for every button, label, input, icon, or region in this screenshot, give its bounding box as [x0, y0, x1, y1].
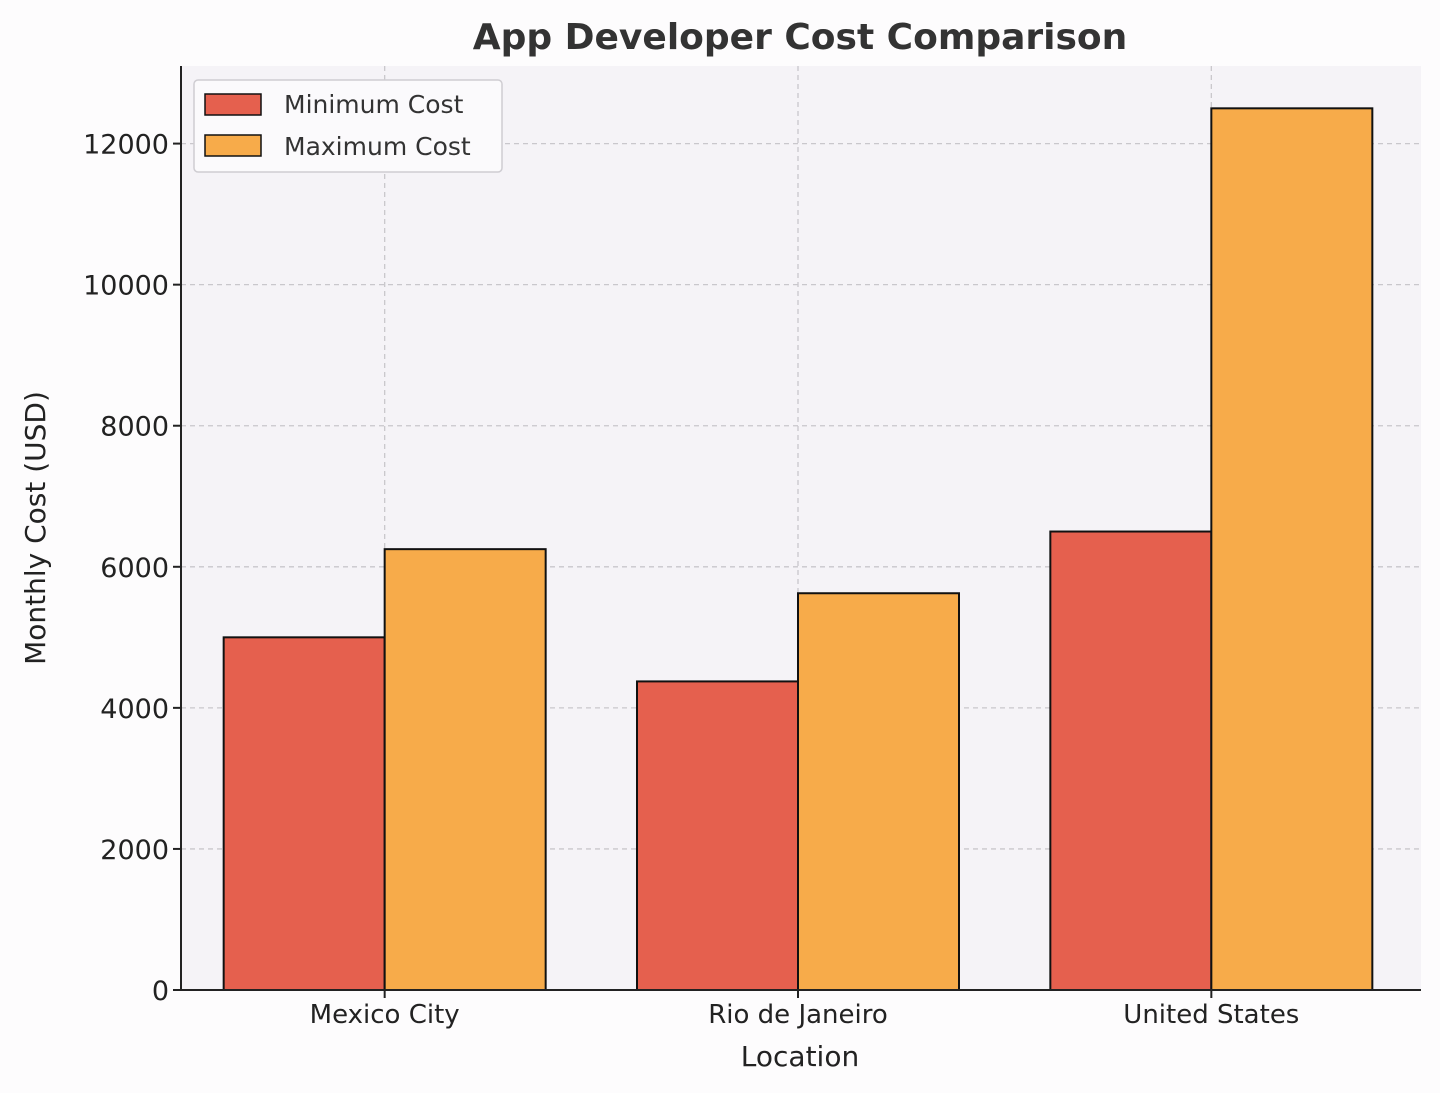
bar-max-cost-mexico-city	[383, 548, 547, 991]
y-axis-label: Monthly Cost (USD)	[19, 391, 52, 665]
y-tick-label: 4000	[100, 694, 169, 725]
bar-max-cost-united-states	[1210, 107, 1374, 991]
bar-max-cost-rio-de-janeiro	[797, 592, 960, 991]
bar-min-cost-mexico-city	[222, 636, 386, 991]
x-tick-label: Mexico City	[310, 1000, 460, 1030]
bar-min-cost-rio-de-janeiro	[636, 680, 799, 992]
legend-label-max: Maximum Cost	[284, 132, 471, 161]
y-tick-label: 0	[152, 976, 169, 1007]
bar-min-cost-united-states	[1049, 530, 1213, 992]
axes	[180, 66, 1421, 991]
legend-swatch-max	[204, 134, 262, 157]
x-tick-label: United States	[1123, 1000, 1299, 1030]
y-tick-label: 12000	[83, 130, 169, 161]
legend-swatch-min	[204, 93, 262, 116]
chart-title: App Developer Cost Comparison	[473, 17, 1128, 58]
y-ticks: 0 2000 4000 6000 8000 10000 12000	[83, 130, 181, 1007]
x-tick-label: Rio de Janeiro	[708, 1000, 888, 1030]
legend-label-min: Minimum Cost	[284, 90, 464, 119]
x-axis-label: Location	[741, 1040, 859, 1073]
y-tick-label: 10000	[83, 271, 169, 302]
x-ticks: Mexico City Rio de Janeiro United States	[310, 990, 1299, 1030]
y-tick-label: 6000	[100, 553, 169, 584]
legend: Minimum Cost Maximum Cost	[193, 79, 503, 173]
y-tick-label: 2000	[100, 835, 169, 866]
legend-box	[193, 79, 503, 173]
bars	[222, 107, 1374, 992]
y-tick-label: 8000	[100, 412, 169, 443]
